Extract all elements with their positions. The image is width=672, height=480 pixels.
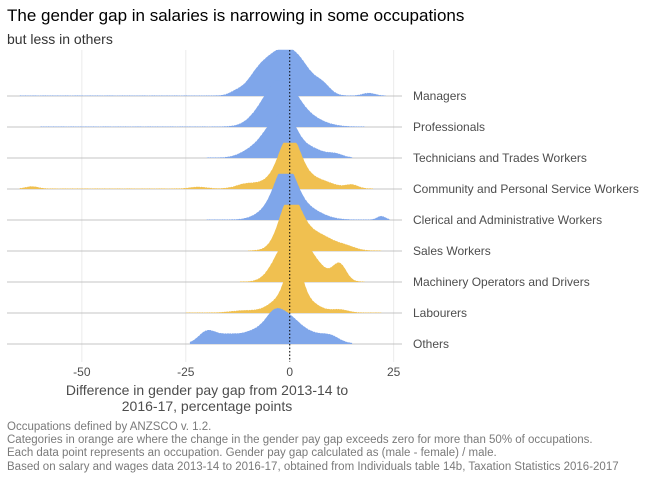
chart-title: The gender gap in salaries is narrowing … [7, 6, 465, 25]
x-ticks: -50 -25 0 25 [73, 365, 401, 379]
category-label: Labourers [413, 306, 467, 320]
caption-line: Categories in orange are where the chang… [7, 434, 593, 447]
chart-subtitle: but less in others [7, 31, 113, 47]
category-label: Technicians and Trades Workers [413, 151, 587, 165]
x-tick-label: -50 [73, 365, 91, 379]
ridgeline-chart: -50 -25 0 25 Managers Professionals Technicia… [7, 49, 639, 379]
caption-line: Each data point represents an occupation… [7, 447, 497, 460]
category-label: Professionals [413, 120, 485, 134]
ridge-density [19, 49, 386, 96]
ridge-density [206, 112, 353, 158]
ridge-density [189, 307, 353, 344]
category-label: Clerical and Administrative Workers [413, 213, 602, 227]
category-label: Community and Personal Service Workers [413, 182, 639, 196]
x-tick-label: 0 [286, 365, 293, 379]
ridge-density [248, 204, 382, 251]
x-tick-label: -25 [177, 365, 195, 379]
ridges [7, 49, 402, 345]
ridge-density [185, 266, 382, 313]
x-tick-label: 25 [387, 365, 401, 379]
category-label: Sales Workers [413, 244, 491, 258]
ridge-density [239, 235, 365, 282]
caption-line: Occupations defined by ANZSCO v. 1.2. [7, 421, 212, 433]
category-label: Machinery Operators and Drivers [413, 275, 590, 289]
caption: Occupations defined by ANZSCO v. 1.2. Ca… [7, 421, 619, 474]
category-labels: Managers Professionals Technicians and Tra… [413, 89, 639, 351]
ridge-density [206, 173, 390, 220]
x-axis-label: Difference in gender pay gap from 2013-1… [65, 382, 349, 414]
category-label: Others [413, 337, 449, 351]
category-label: Managers [413, 89, 466, 103]
ridge-density [19, 142, 373, 189]
grid-lines [81, 50, 395, 362]
caption-line: Based on salary and wages data 2013-14 t… [7, 460, 619, 473]
